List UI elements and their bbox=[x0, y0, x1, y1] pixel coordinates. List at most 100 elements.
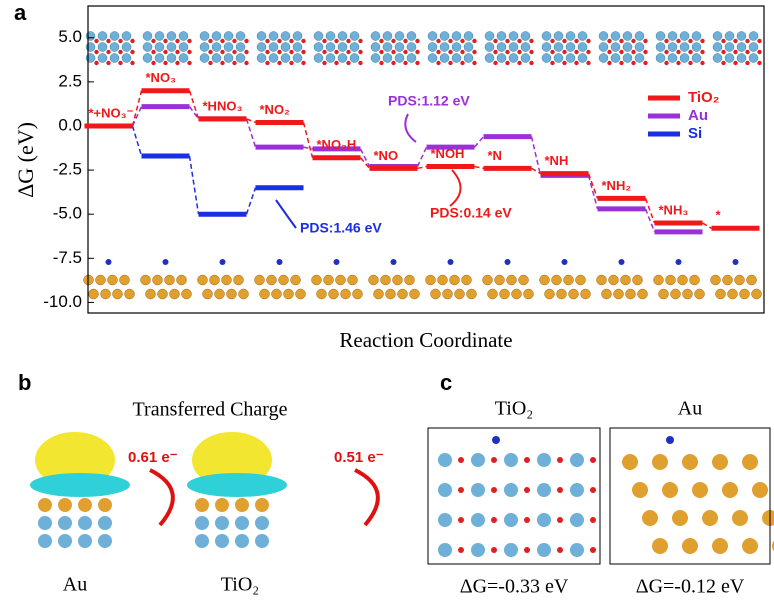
atom bbox=[508, 53, 519, 63]
atom bbox=[232, 60, 237, 66]
atom bbox=[289, 60, 294, 66]
atom bbox=[700, 38, 705, 44]
atom bbox=[118, 38, 123, 44]
atom bbox=[94, 60, 99, 66]
atom bbox=[506, 274, 517, 286]
atom bbox=[458, 457, 464, 463]
atom bbox=[736, 42, 747, 52]
atom bbox=[427, 31, 438, 41]
atom bbox=[471, 453, 485, 467]
connector bbox=[416, 146, 428, 167]
atom bbox=[724, 31, 735, 41]
atom bbox=[430, 288, 441, 300]
atom bbox=[610, 31, 621, 41]
y-axis-label: ΔG (eV) bbox=[13, 122, 38, 198]
atom bbox=[199, 42, 210, 52]
atom bbox=[199, 31, 210, 41]
atom bbox=[447, 259, 454, 265]
atom bbox=[570, 453, 584, 467]
atom bbox=[379, 60, 384, 66]
atom bbox=[391, 60, 396, 66]
atom bbox=[38, 516, 52, 530]
atom bbox=[550, 60, 555, 66]
atom bbox=[379, 38, 384, 44]
atom bbox=[38, 498, 52, 512]
atom bbox=[458, 517, 464, 523]
atom bbox=[373, 288, 384, 300]
atom bbox=[121, 31, 132, 41]
atom bbox=[570, 483, 584, 497]
atom bbox=[631, 38, 636, 44]
atom bbox=[255, 516, 269, 530]
atom bbox=[211, 42, 222, 52]
panel-label: b bbox=[18, 370, 31, 395]
level-label: * bbox=[716, 208, 722, 223]
atom bbox=[94, 38, 99, 44]
atom bbox=[427, 53, 438, 63]
atom bbox=[268, 31, 279, 41]
connector bbox=[245, 187, 257, 215]
atom bbox=[619, 49, 624, 55]
atom bbox=[586, 38, 591, 44]
atom bbox=[220, 60, 225, 66]
atom bbox=[734, 274, 745, 286]
atom bbox=[436, 38, 441, 44]
atom bbox=[508, 42, 519, 52]
atom bbox=[322, 60, 327, 66]
atom bbox=[642, 510, 658, 526]
atom bbox=[195, 516, 209, 530]
atom bbox=[496, 31, 507, 41]
atom bbox=[265, 60, 270, 66]
atom bbox=[471, 483, 485, 497]
panel-label: a bbox=[14, 0, 27, 25]
atom bbox=[539, 274, 550, 286]
connector bbox=[246, 118, 256, 124]
atom bbox=[493, 38, 498, 44]
atom bbox=[244, 60, 249, 66]
atom bbox=[130, 38, 135, 44]
atom bbox=[151, 60, 156, 66]
atom bbox=[370, 53, 381, 63]
atom bbox=[712, 31, 723, 41]
atom bbox=[762, 510, 774, 526]
atom bbox=[379, 49, 384, 55]
atom bbox=[460, 49, 465, 55]
atom bbox=[596, 274, 607, 286]
atom bbox=[590, 457, 596, 463]
atom bbox=[175, 60, 180, 66]
atom bbox=[667, 53, 678, 63]
atom bbox=[438, 513, 452, 527]
atom bbox=[394, 53, 405, 63]
atom bbox=[169, 288, 180, 300]
atom bbox=[223, 31, 234, 41]
atom bbox=[643, 49, 648, 55]
atom bbox=[97, 53, 108, 63]
atom bbox=[710, 274, 721, 286]
panel-title: Transferred Charge bbox=[133, 399, 288, 421]
connector bbox=[188, 90, 200, 120]
atom bbox=[655, 31, 666, 41]
atom bbox=[232, 38, 237, 44]
y-tick-label: -7.5 bbox=[53, 248, 82, 267]
x-axis-label: Reaction Coordinate bbox=[339, 328, 512, 352]
atom bbox=[553, 53, 564, 63]
atom bbox=[292, 31, 303, 41]
atom bbox=[520, 31, 531, 41]
atom bbox=[484, 53, 495, 63]
atom bbox=[340, 288, 351, 300]
caption: ΔG=-0.33 eV bbox=[460, 576, 569, 598]
atom bbox=[238, 288, 249, 300]
atom bbox=[757, 60, 762, 66]
atom bbox=[235, 53, 246, 63]
transfer-arrow bbox=[149, 468, 175, 527]
atom bbox=[382, 31, 393, 41]
atom bbox=[311, 274, 322, 286]
connector bbox=[474, 165, 484, 170]
atom bbox=[631, 60, 636, 66]
atom bbox=[220, 38, 225, 44]
connector bbox=[131, 90, 143, 127]
atom bbox=[601, 288, 612, 300]
atom bbox=[491, 547, 497, 553]
atom bbox=[715, 288, 726, 300]
atom bbox=[577, 53, 588, 63]
